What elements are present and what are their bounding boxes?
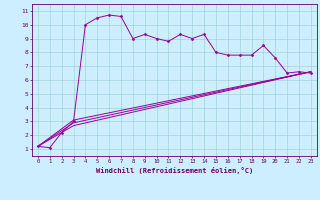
X-axis label: Windchill (Refroidissement éolien,°C): Windchill (Refroidissement éolien,°C)	[96, 167, 253, 174]
